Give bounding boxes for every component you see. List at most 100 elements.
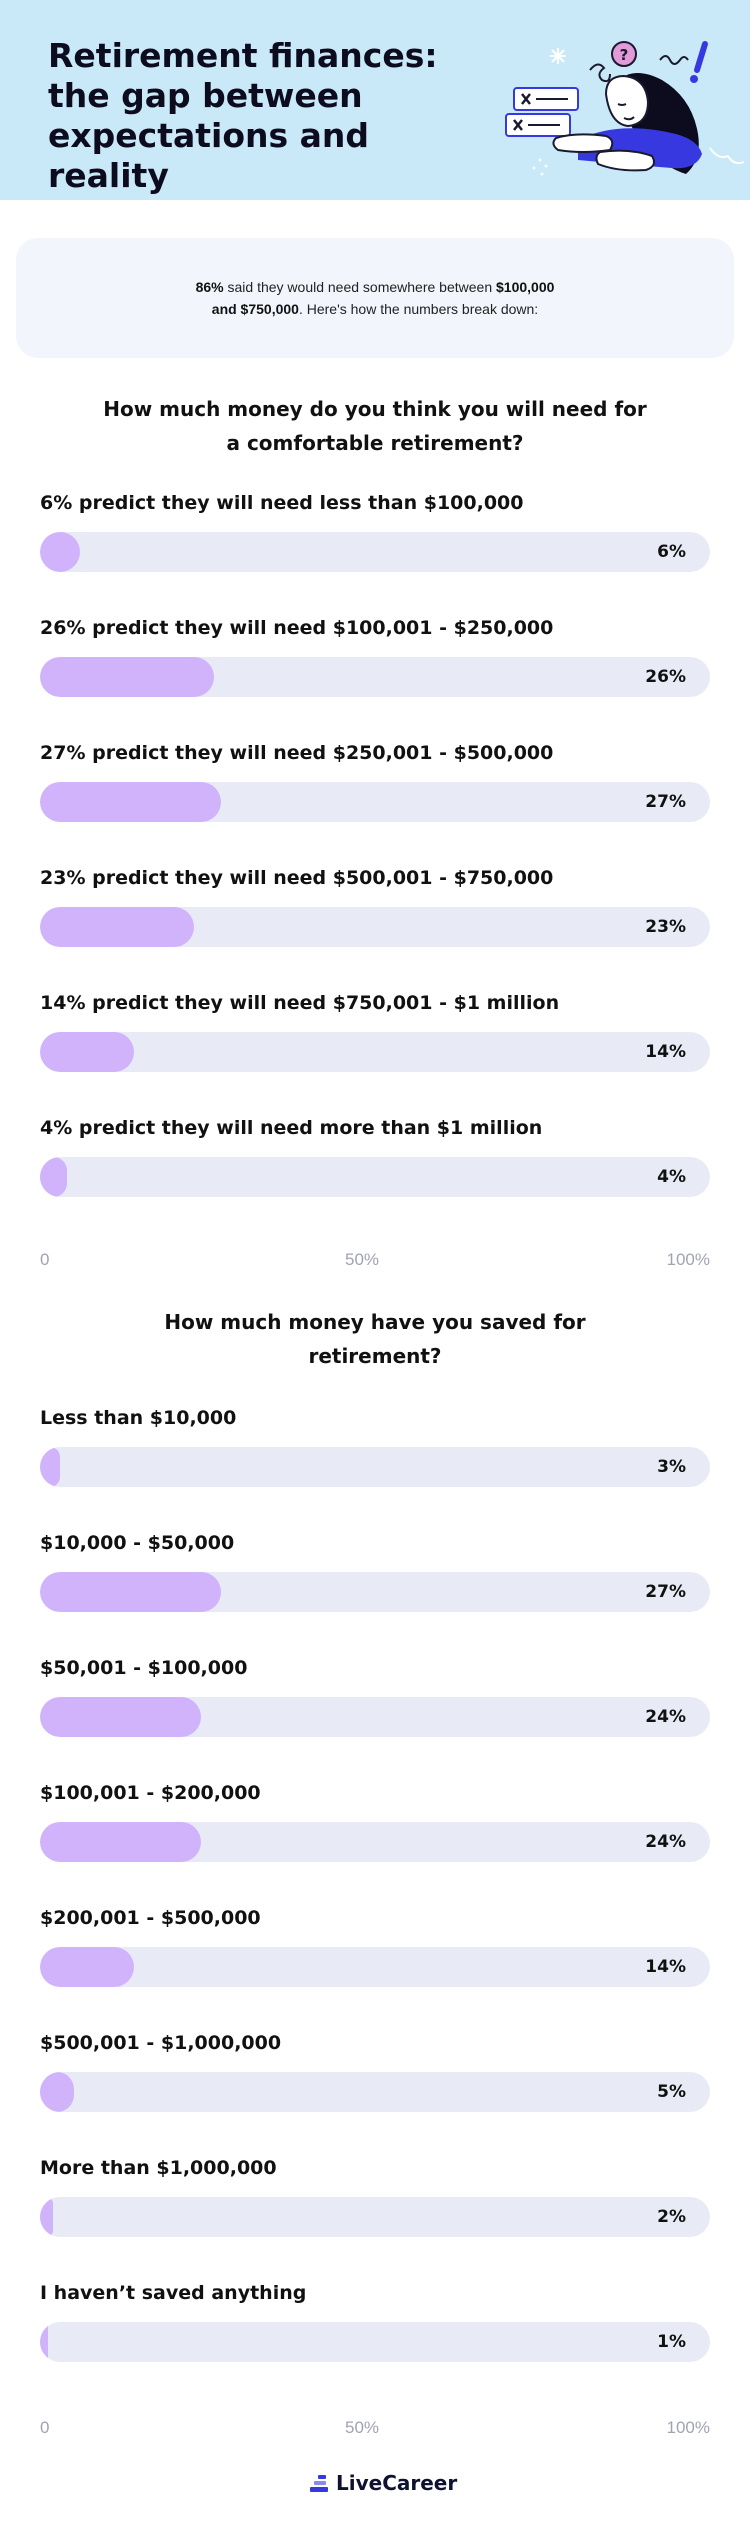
chart-1-title: How much money do you think you will nee…: [103, 397, 647, 455]
bar-row: $500,001 - $1,000,000 5%: [40, 2030, 710, 2134]
bar-label: $100,001 - $200,000: [40, 1782, 261, 1804]
bar-value-label: 14%: [645, 1042, 686, 1062]
chart-current-savings: Less than $10,000 3% $10,000 - $50,000 27% $…: [40, 1405, 710, 2405]
bar-track: [40, 1572, 710, 1612]
bar-row: 26% predict they will need $100,001 - $2…: [40, 615, 710, 719]
axis-tick-50: 50%: [345, 1250, 380, 1269]
bar-track: [40, 1947, 710, 1987]
bar-fill: [40, 1447, 61, 1487]
header-banner: Retirement finances: the gap between exp…: [0, 0, 750, 200]
bar-value-label: 2%: [657, 2207, 686, 2227]
bar-value-label: 3%: [657, 1457, 686, 1477]
livecareer-logo: LiveCareer: [310, 2468, 457, 2498]
bar-row: Less than $10,000 3%: [40, 1405, 710, 1509]
intro-range: $100,000 and $750,000: [211, 279, 555, 317]
bar-value-label: 4%: [657, 1167, 686, 1187]
bar-label: 26% predict they will need $100,001 - $2…: [40, 617, 554, 639]
bar-value-label: 5%: [657, 2082, 686, 2102]
bar-value-label: 23%: [645, 917, 686, 937]
bar-track: [40, 1697, 710, 1737]
bar-label: I haven’t saved anything: [40, 2282, 307, 2304]
bar-label: 23% predict they will need $500,001 - $7…: [40, 867, 554, 889]
exclamation-icon: [694, 41, 708, 73]
bar-value-label: 26%: [645, 667, 686, 687]
bar-value-label: 24%: [645, 1832, 686, 1852]
bar-track: [40, 1447, 710, 1487]
bar-row: 6% predict they will need less than $100…: [40, 490, 710, 594]
bar-track: [40, 1032, 710, 1072]
axis-tick-0: 0: [40, 2418, 50, 2437]
bar-track: [40, 1157, 710, 1197]
title-line-3: expectations and reality: [48, 116, 370, 195]
bar-row: 23% predict they will need $500,001 - $7…: [40, 865, 710, 969]
axis-tick-0: 0: [40, 1250, 50, 1269]
bar-value-label: 27%: [645, 1582, 686, 1602]
intro-pct: 86%: [195, 279, 224, 295]
bar-label: $50,001 - $100,000: [40, 1657, 248, 1679]
bar-fill: [40, 657, 215, 697]
chart-2-title: How much money have you saved for retire…: [164, 1310, 586, 1368]
bar-row: $10,000 - $50,000 27%: [40, 1530, 710, 1634]
bar-track: [40, 657, 710, 697]
bar-fill: [40, 1157, 67, 1197]
bar-label: 6% predict they will need less than $100…: [40, 492, 524, 514]
bar-label: 14% predict they will need $750,001 - $1…: [40, 992, 560, 1014]
intro-text-a: said they would need somewhere between: [223, 279, 497, 295]
bar-fill: [40, 782, 221, 822]
intro-text-b: . Here's how the numbers break down:: [298, 301, 539, 317]
bar-label: 4% predict they will need more than $1 m…: [40, 1117, 543, 1139]
bar-fill: [40, 1572, 221, 1612]
axis-tick-50: 50%: [345, 2418, 380, 2437]
axis-tick-100: 100%: [666, 2418, 710, 2437]
chart-needed-savings: 6% predict they will need less than $100…: [40, 490, 710, 1220]
intro-text: 86% said they would need somewhere betwe…: [186, 276, 564, 320]
bar-label: Less than $10,000: [40, 1407, 237, 1429]
intro-summary-box: 86% said they would need somewhere betwe…: [16, 238, 734, 358]
bar-value-label: 6%: [657, 542, 686, 562]
bar-label: $200,001 - $500,000: [40, 1907, 261, 1929]
page-title: Retirement finances: the gap between exp…: [48, 36, 468, 196]
bar-fill: [40, 1032, 134, 1072]
logo-text: LiveCareer: [336, 2471, 458, 2495]
bar-fill: [40, 532, 81, 572]
svg-text:?: ?: [620, 46, 629, 64]
bar-label: $500,001 - $1,000,000: [40, 2032, 282, 2054]
bar-row: $100,001 - $200,000 24%: [40, 1780, 710, 1884]
sparkle-icon: [550, 48, 566, 64]
bar-fill: [40, 1822, 201, 1862]
bar-track: [40, 782, 710, 822]
bar-label: More than $1,000,000: [40, 2157, 277, 2179]
bar-value-label: 1%: [657, 2332, 686, 2352]
logo-mark-icon: [310, 2475, 328, 2492]
woman-thinking-illustration: ?: [505, 41, 745, 176]
bar-fill: [40, 907, 195, 947]
bar-row: 27% predict they will need $250,001 - $5…: [40, 740, 710, 844]
chart-2-axis: 0 50% 100%: [40, 2418, 710, 2438]
bar-fill: [40, 2197, 54, 2237]
axis-tick-100: 100%: [666, 1250, 710, 1269]
bar-track: [40, 2197, 710, 2237]
bar-row: 4% predict they will need more than $1 m…: [40, 1115, 710, 1219]
question-bubble-icon: [611, 41, 637, 67]
title-line-2: the gap between: [48, 76, 363, 115]
bar-label: 27% predict they will need $250,001 - $5…: [40, 742, 554, 764]
bar-label: $10,000 - $50,000: [40, 1532, 235, 1554]
chart-1-axis: 0 50% 100%: [40, 1250, 710, 1270]
bar-row: $200,001 - $500,000 14%: [40, 1905, 710, 2009]
face-shape: [604, 74, 650, 128]
bar-row: $50,001 - $100,000 24%: [40, 1655, 710, 1759]
bar-track: [40, 2072, 710, 2112]
title-line-1: Retirement finances:: [48, 36, 438, 75]
bar-track: [40, 2322, 710, 2362]
bar-track: [40, 907, 710, 947]
bar-value-label: 14%: [645, 1957, 686, 1977]
hand-shape: [552, 133, 614, 153]
bar-row: 14% predict they will need $750,001 - $1…: [40, 990, 710, 1094]
bar-track: [40, 1822, 710, 1862]
hand-shape: [595, 149, 655, 172]
bar-fill: [40, 1697, 201, 1737]
bar-fill: [40, 1947, 134, 1987]
bar-value-label: 27%: [645, 792, 686, 812]
bar-value-label: 24%: [645, 1707, 686, 1727]
bar-fill: [40, 2072, 74, 2112]
